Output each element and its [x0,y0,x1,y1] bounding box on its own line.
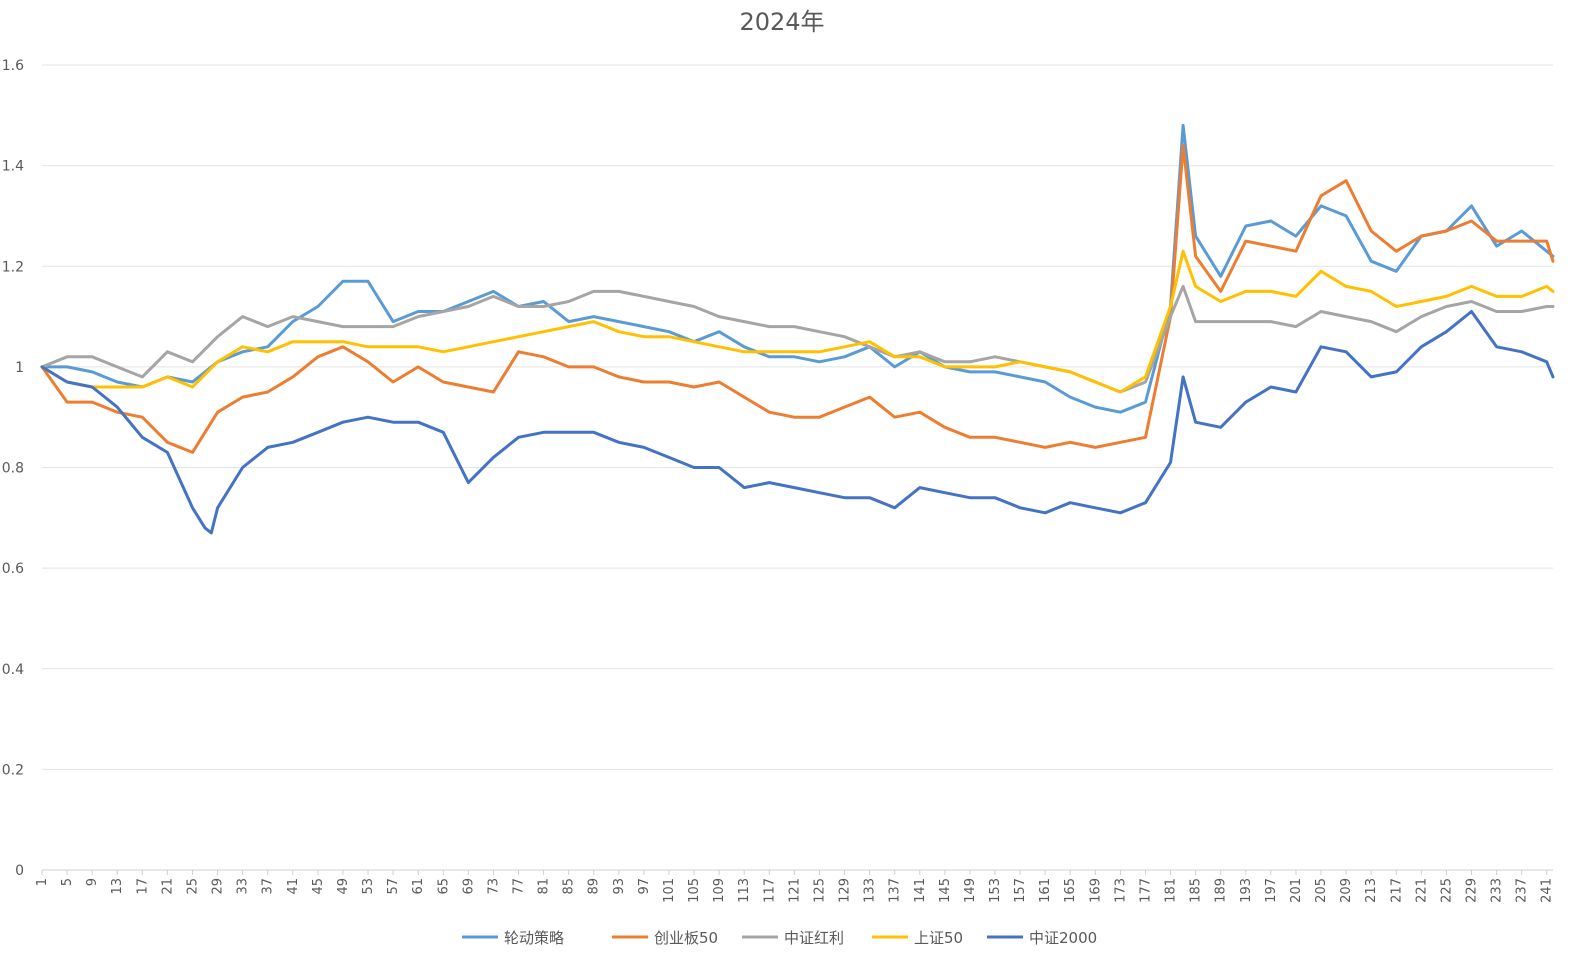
y-tick-label: 1.2 [2,259,24,275]
legend-label: 上证50 [914,929,963,947]
x-tick-label: 117 [762,878,777,903]
legend-label: 中证2000 [1029,929,1097,947]
gridlines [42,64,1553,871]
legend: 轮动策略 创业板50 中证红利 上证50 中证2000 [462,929,1097,947]
x-tick-label: 197 [1264,878,1279,903]
x-tick-label: 49 [336,878,351,895]
x-tick-label: 201 [1289,878,1304,903]
x-tick-label: 77 [511,878,526,895]
x-tick-label: 45 [311,878,326,895]
x-tick-label: 189 [1214,878,1229,903]
x-tick-label: 81 [537,878,552,895]
x-tick-label: 57 [386,878,401,895]
x-tick-label: 141 [913,878,928,903]
y-axis: 0 0.2 0.4 0.6 0.8 1 1.2 1.4 1.6 [2,58,24,879]
series-line-5 [40,310,1555,535]
x-tick-label: 121 [787,878,802,903]
x-tick-label: 9 [85,878,100,886]
x-tick-label: 169 [1088,878,1103,903]
x-tick-label: 157 [1013,878,1028,903]
x-tick-label: 225 [1439,878,1454,903]
chart-title: 2024年 [739,8,824,36]
y-tick-label: 1.6 [2,58,24,74]
x-tick-label: 29 [211,878,226,895]
x-tick-label: 105 [687,878,702,903]
x-tick-label: 221 [1414,878,1429,903]
y-tick-label: 0.6 [2,561,24,577]
x-tick-label: 41 [286,878,301,895]
x-tick-label: 101 [662,878,677,903]
x-tick-label: 173 [1113,878,1128,903]
x-tick-label: 209 [1339,878,1354,903]
x-tick-label: 65 [436,878,451,895]
x-tick-label: 5 [60,878,75,886]
legend-label: 创业板50 [654,929,718,947]
x-tick-label: 205 [1314,878,1329,903]
x-tick-label: 93 [612,878,627,895]
y-tick-label: 0.2 [2,762,24,778]
x-tick-label: 149 [963,878,978,903]
x-tick-label: 237 [1515,878,1530,903]
x-tick-label: 89 [587,878,602,895]
x-tick-label: 133 [863,878,878,903]
legend-label: 中证红利 [784,929,844,947]
x-tick-label: 125 [812,878,827,903]
y-tick-label: 1 [15,360,24,376]
x-tick-label: 53 [361,878,376,895]
x-tick-label: 69 [461,878,476,895]
x-tick-label: 233 [1490,878,1505,903]
series-line-2 [40,144,1555,454]
x-tick-label: 85 [562,878,577,895]
x-tick-label: 241 [1540,878,1555,903]
x-tick-label: 193 [1239,878,1254,903]
series-line-1 [40,123,1555,414]
x-tick-label: 185 [1189,878,1204,903]
x-tick-label: 73 [486,878,501,895]
y-tick-label: 0.8 [2,461,24,477]
x-tick-label: 165 [1063,878,1078,903]
y-tick-label: 0 [15,863,24,879]
x-tick-label: 37 [261,878,276,895]
x-tick-label: 97 [637,878,652,895]
x-tick-label: 13 [110,878,125,895]
x-tick-label: 213 [1364,878,1379,903]
x-tick-label: 181 [1164,878,1179,903]
x-tick-label: 21 [160,878,175,895]
x-tick-label: 61 [411,878,426,895]
legend-label: 轮动策略 [504,929,564,947]
x-tick-label: 229 [1464,878,1479,903]
x-axis: 1 5 9 13 17 21 25 29 33 37 41 45 49 53 57 61 65 69 73 77 81 8… [35,870,1555,903]
x-tick-label: 33 [236,878,251,895]
x-tick-label: 129 [838,878,853,903]
series-lines [40,123,1555,535]
y-tick-label: 0.4 [2,662,24,678]
x-tick-label: 109 [712,878,727,903]
x-tick-label: 17 [135,878,150,895]
x-tick-label: 1 [35,878,50,886]
x-tick-label: 161 [1038,878,1053,903]
series-line-3 [40,284,1555,394]
x-tick-label: 217 [1389,878,1404,903]
x-tick-label: 145 [938,878,953,903]
x-tick-label: 25 [185,878,200,895]
x-tick-label: 177 [1138,878,1153,903]
x-tick-label: 137 [888,878,903,903]
x-tick-label: 113 [737,878,752,903]
y-tick-label: 1.4 [2,159,24,175]
series-line-4 [40,249,1555,394]
x-tick-label: 153 [988,878,1003,903]
